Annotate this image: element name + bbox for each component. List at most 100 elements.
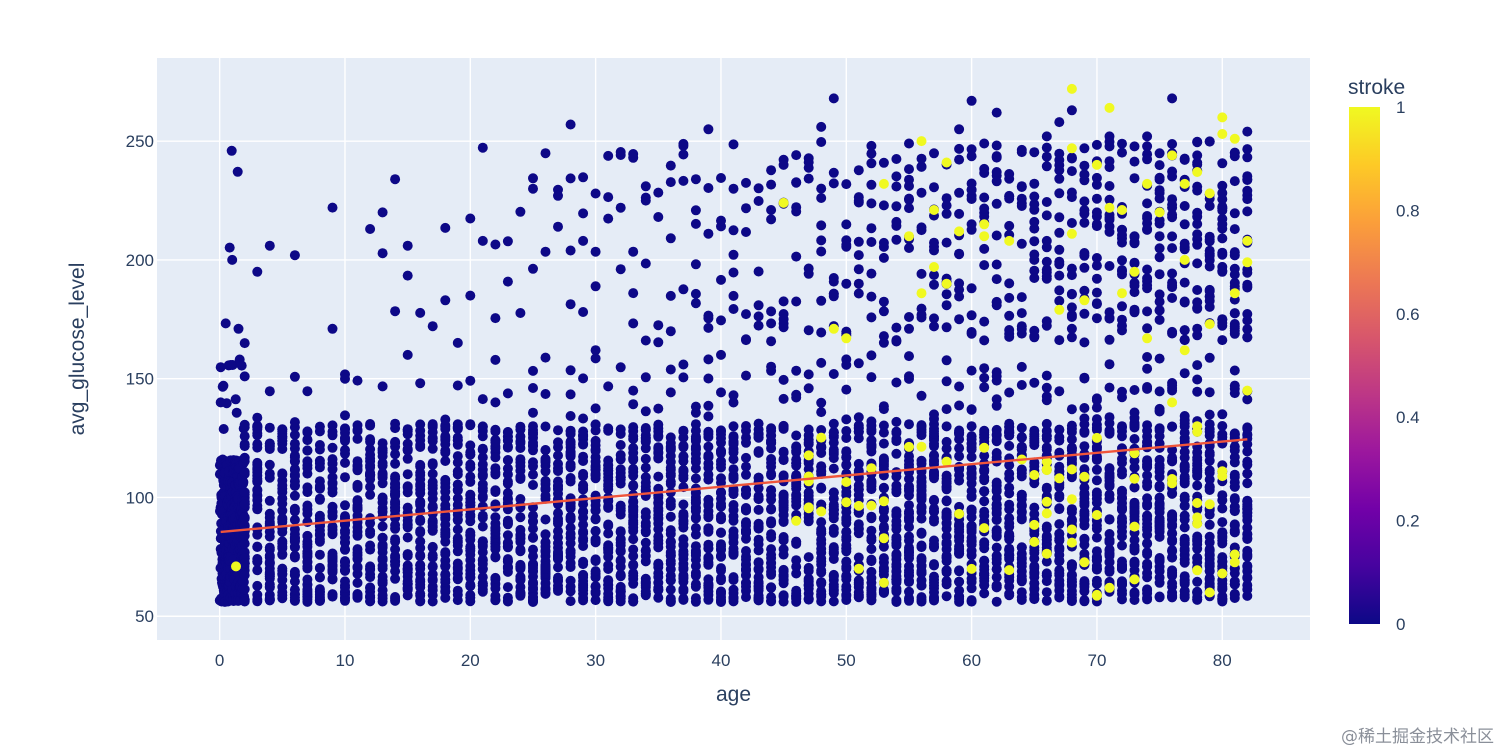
stroke-point [979,442,990,453]
data-point [502,582,513,593]
data-point [916,312,927,323]
data-point [891,181,902,192]
data-point [665,462,676,473]
data-point [1179,368,1190,379]
data-point [841,384,852,395]
data-point [1117,138,1127,149]
data-point [954,470,965,481]
data-point [916,390,927,401]
data-point [816,193,827,203]
data-point [1204,409,1215,420]
data-point [1117,255,1127,266]
stroke-point [979,523,990,534]
data-point [1041,370,1052,381]
data-point [565,538,576,549]
stroke-point [1041,465,1052,476]
data-point [427,562,438,572]
data-point [653,572,664,582]
data-point [578,172,589,183]
data-point [390,449,401,460]
data-point [878,241,889,252]
data-point [390,573,401,584]
data-point [1242,174,1253,185]
data-point [440,295,451,306]
data-point [703,578,714,589]
data-point [1204,387,1215,398]
data-point [603,502,614,513]
data-point [515,512,526,523]
data-point [753,557,764,568]
data-point [427,525,438,536]
data-point [578,208,589,219]
data-point [803,458,814,469]
data-point [365,582,376,593]
data-point [1242,282,1253,293]
data-point [816,528,827,539]
stroke-point [1091,510,1102,520]
data-point [703,594,714,605]
data-point [628,288,639,299]
data-point [1079,205,1090,216]
data-point [929,438,939,449]
data-point [1066,288,1077,299]
data-point [1117,526,1127,537]
data-point [1129,412,1140,423]
data-point [653,492,664,503]
data-point [866,198,877,209]
data-point [816,425,827,435]
data-point [502,388,513,399]
data-point [690,218,701,229]
data-point [791,430,802,441]
data-point [1192,297,1203,308]
data-point [853,278,864,289]
data-point [816,442,827,453]
data-point [1142,518,1153,529]
data-point [791,206,802,217]
data-point [1129,462,1140,473]
data-point [452,337,463,348]
data-point [1016,432,1027,442]
data-point [841,452,852,463]
data-point [1154,353,1165,364]
data-point [991,107,1002,118]
stroke-point [979,219,990,230]
data-point [502,469,513,480]
data-point [515,561,526,572]
data-point [239,558,250,569]
data-point [753,183,764,194]
data-point [502,562,513,573]
data-point [741,503,751,514]
data-point [716,446,726,457]
data-point [853,197,864,208]
data-point [314,482,325,493]
data-point [878,331,889,342]
data-point [390,489,401,499]
data-point [1117,488,1127,498]
data-point [878,296,889,307]
data-point [979,486,990,497]
data-point [728,530,739,541]
data-point [979,537,990,548]
data-point [264,440,275,451]
data-point [690,288,701,299]
data-point [565,299,576,310]
data-point [916,480,927,491]
data-point [1104,412,1115,423]
data-point [816,517,827,528]
data-point [502,236,513,247]
data-point [703,183,714,193]
data-point [916,555,927,566]
data-point [904,323,914,334]
data-point [1229,323,1240,334]
data-point [916,542,927,553]
data-point [929,279,939,290]
data-point [728,489,739,500]
data-point [227,254,238,265]
data-point [1229,263,1240,274]
data-point [239,467,250,477]
data-point [766,361,777,372]
colorbar-tick-label: 1 [1396,98,1405,117]
data-point [678,425,689,436]
data-point [615,591,626,602]
